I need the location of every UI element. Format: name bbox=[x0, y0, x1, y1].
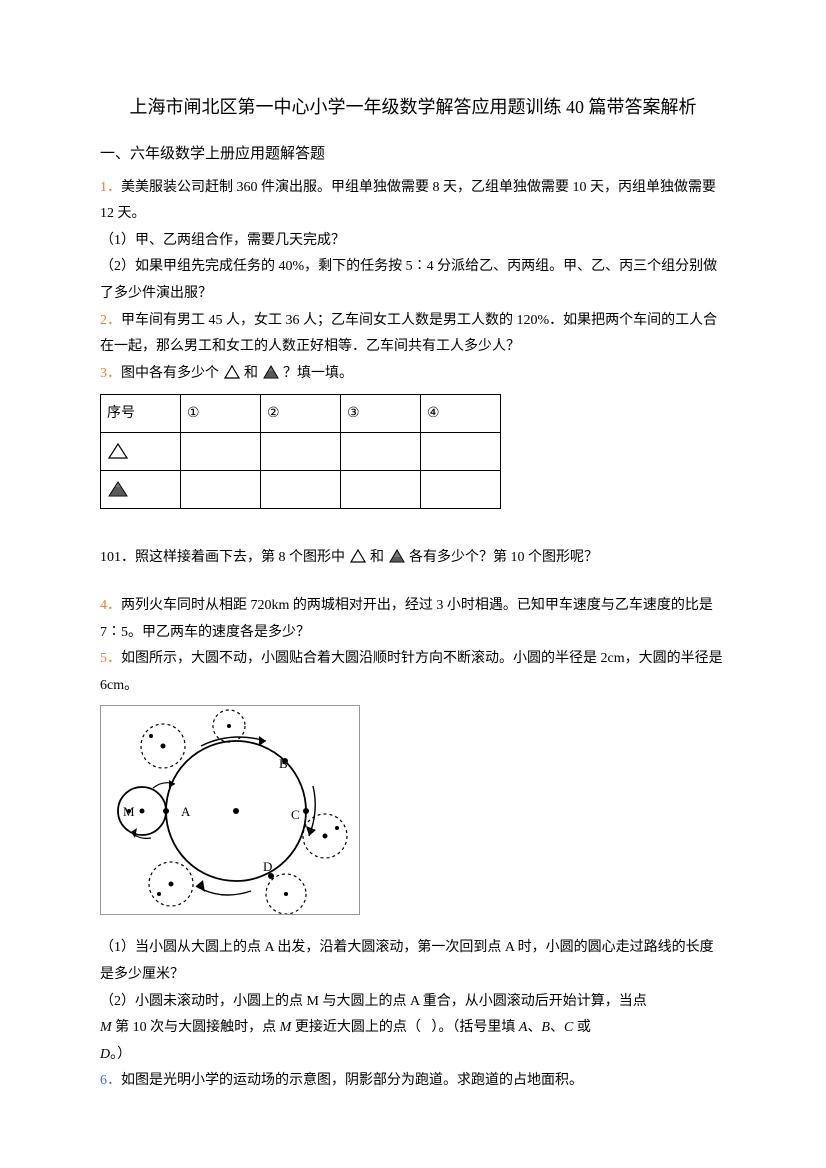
svg-text:D: D bbox=[263, 859, 272, 874]
triangle-outline-icon bbox=[349, 548, 367, 575]
triangle-shaded-icon bbox=[388, 548, 406, 575]
table-cell bbox=[421, 471, 501, 509]
q5: 5．如图所示，大圆不动，小圆贴合着大圆沿顺时针方向不断滚动。小圆的半径是 2cm… bbox=[100, 646, 726, 699]
q5-intro: 如图所示，大圆不动，小圆贴合着大圆沿顺时针方向不断滚动。小圆的半径是 2cm，大… bbox=[100, 651, 723, 693]
q101-lead: 照这样接着画下去，第 8 个图形中 bbox=[135, 550, 345, 565]
q3-mid: 和 bbox=[244, 366, 258, 381]
q2-text: 甲车间有男工 45 人，女工 36 人；乙车间女工人数是男工人数的 120%．如… bbox=[100, 313, 717, 355]
q1-part1: （1）甲、乙两组合作，需要几天完成？ bbox=[100, 228, 726, 255]
table-cell bbox=[261, 471, 341, 509]
table-row bbox=[101, 471, 501, 509]
table-cell bbox=[341, 471, 421, 509]
table-row: 序号 ① ② ③ ④ bbox=[101, 395, 501, 433]
q3-tail: ？填一填。 bbox=[283, 366, 353, 381]
q5-part1: （1）当小圆从大圆上的点 A 出发，沿着大圆滚动，第一次回到点 A 时，小圆的圆… bbox=[100, 935, 726, 988]
table-header: ③ bbox=[341, 395, 421, 433]
table-cell bbox=[181, 471, 261, 509]
q3-table: 序号 ① ② ③ ④ bbox=[100, 394, 501, 509]
q3: 3．图中各有多少个 和 ？填一填。 bbox=[100, 361, 726, 391]
q101-tail: 各有多少个？第 10 个图形呢？ bbox=[409, 550, 598, 565]
svg-text:C: C bbox=[291, 807, 300, 822]
q6-text: 如图是光明小学的运动场的示意图，阴影部分为跑道。求跑道的占地面积。 bbox=[121, 1073, 583, 1088]
table-cell bbox=[341, 433, 421, 471]
table-header: ④ bbox=[421, 395, 501, 433]
table-row bbox=[101, 433, 501, 471]
q5-diagram: A B C D M bbox=[100, 705, 360, 915]
table-cell bbox=[261, 433, 341, 471]
q4-num: 4． bbox=[100, 598, 121, 613]
q3-num: 3． bbox=[100, 366, 121, 381]
q5-part2c: D。） bbox=[100, 1042, 726, 1069]
page-title: 上海市闸北区第一中心小学一年级数学解答应用题训练 40 篇带答案解析 bbox=[100, 90, 726, 124]
q5-part2a: （2）小圆未滚动时，小圆上的点 M 与大圆上的点 A 重合，从小圆滚动后开始计算… bbox=[100, 989, 726, 1016]
triangle-outline-icon bbox=[223, 364, 241, 391]
q1-part2: （2）如果甲组先完成任务的 40%，剩下的任务按 5∶4 分派给乙、丙两组。甲、… bbox=[100, 254, 726, 307]
q2: 2．甲车间有男工 45 人，女工 36 人；乙车间女工人数是男工人数的 120%… bbox=[100, 308, 726, 361]
q4: 4．两列火车同时从相距 720km 的两城相对开出，经过 3 小时相遇。已知甲车… bbox=[100, 593, 726, 646]
q101-mid: 和 bbox=[370, 550, 384, 565]
row-label-outline bbox=[101, 433, 181, 471]
q1: 1．美美服装公司赶制 360 件演出服。甲组单独做需要 8 天，乙组单独做需要 … bbox=[100, 175, 726, 228]
q1-num: 1． bbox=[100, 180, 121, 195]
table-cell bbox=[421, 433, 501, 471]
triangle-shaded-icon bbox=[262, 364, 280, 391]
q101-num: 101． bbox=[100, 550, 135, 565]
q101: 101．照这样接着画下去，第 8 个图形中 和 各有多少个？第 10 个图形呢？ bbox=[100, 545, 726, 575]
table-header: ② bbox=[261, 395, 341, 433]
table-header: 序号 bbox=[101, 395, 181, 433]
row-label-shaded bbox=[101, 471, 181, 509]
q6: 6．如图是光明小学的运动场的示意图，阴影部分为跑道。求跑道的占地面积。 bbox=[100, 1068, 726, 1095]
q1-intro: 美美服装公司赶制 360 件演出服。甲组单独做需要 8 天，乙组单独做需要 10… bbox=[100, 180, 716, 222]
svg-text:A: A bbox=[181, 804, 191, 819]
q3-lead: 图中各有多少个 bbox=[121, 366, 219, 381]
table-header: ① bbox=[181, 395, 261, 433]
q4-text: 两列火车同时从相距 720km 的两城相对开出，经过 3 小时相遇。已知甲车速度… bbox=[100, 598, 713, 640]
q2-num: 2． bbox=[100, 313, 121, 328]
q5-num: 5． bbox=[100, 651, 121, 666]
q6-num: 6． bbox=[100, 1073, 121, 1088]
table-cell bbox=[181, 433, 261, 471]
q5-part2b: M M 第 10 次与大圆接触时，点 M 更接近大圆上的点（ ）。（括号里填 A… bbox=[100, 1015, 726, 1042]
section-heading: 一、六年级数学上册应用题解答题 bbox=[100, 140, 726, 169]
